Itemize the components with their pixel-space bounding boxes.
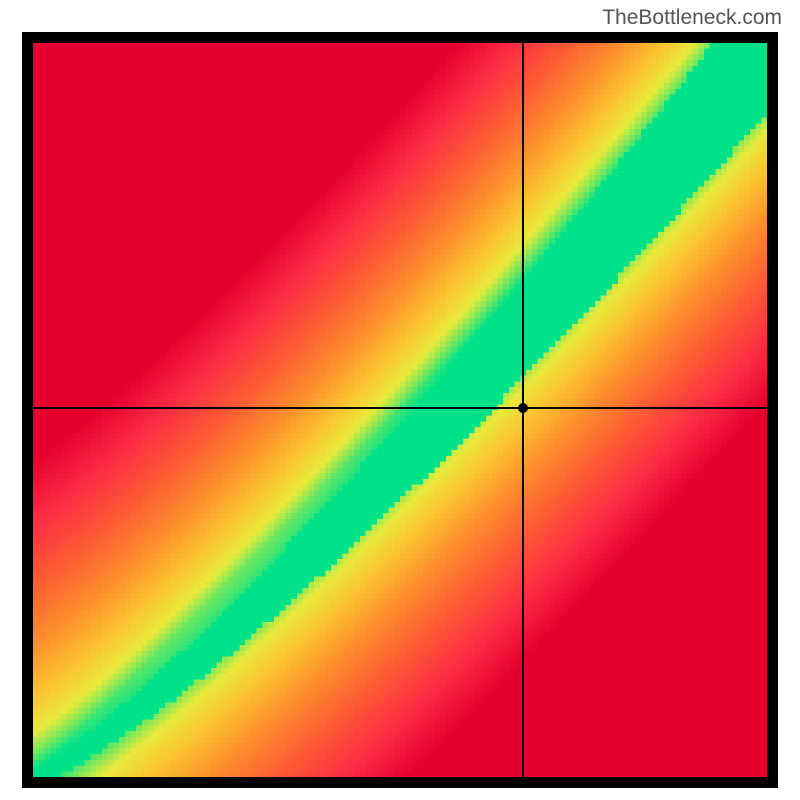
chart-frame bbox=[22, 32, 778, 788]
bottleneck-heatmap bbox=[33, 43, 767, 777]
chart-container: TheBottleneck.com bbox=[0, 0, 800, 800]
crosshair-horizontal bbox=[33, 407, 767, 409]
watermark-text: TheBottleneck.com bbox=[602, 6, 782, 30]
